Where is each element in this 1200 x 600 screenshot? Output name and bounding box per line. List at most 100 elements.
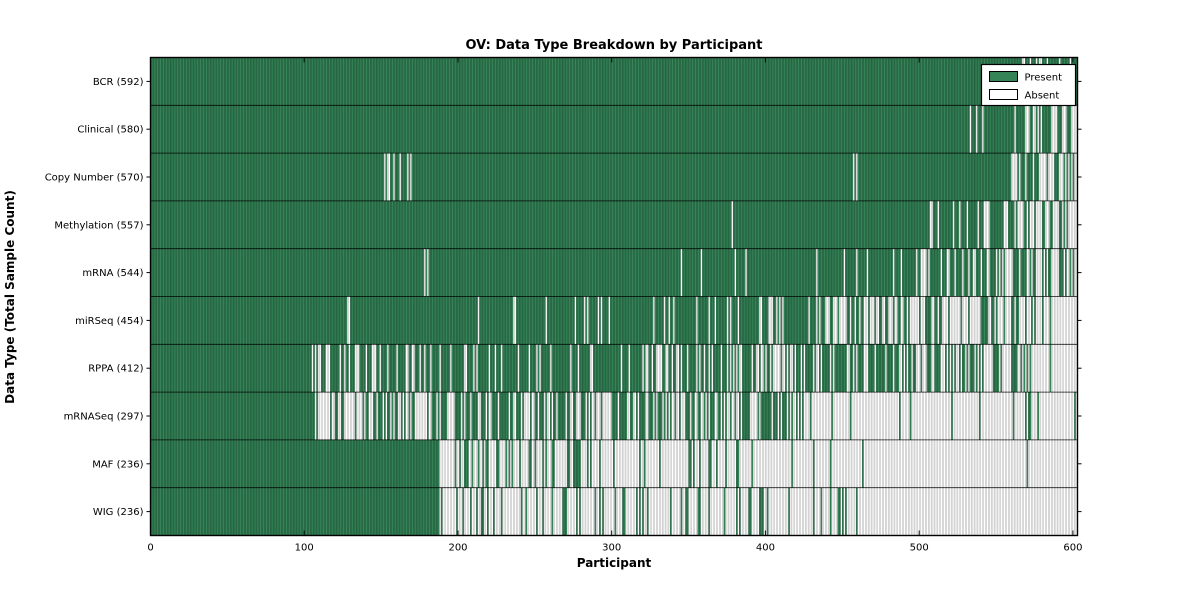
- present-cell: [553, 57, 555, 106]
- present-cell: [374, 248, 377, 297]
- present-cell: [1041, 296, 1044, 345]
- present-cell: [208, 152, 211, 202]
- present-cell: [533, 296, 536, 345]
- present-cell: [190, 105, 193, 154]
- present-cell: [643, 152, 646, 202]
- present-cell: [783, 152, 786, 202]
- present-cell: [539, 57, 542, 106]
- present-cell: [510, 57, 512, 106]
- present-cell: [625, 344, 628, 393]
- present-cell: [480, 344, 483, 393]
- present-cell: [221, 344, 223, 393]
- present-cell: [207, 391, 210, 441]
- present-cell: [271, 200, 274, 249]
- present-cell: [420, 296, 423, 345]
- present-cell: [217, 248, 220, 297]
- absent-cell: [388, 152, 391, 202]
- present-cell: [174, 439, 177, 488]
- present-cell: [357, 57, 360, 106]
- present-cell: [720, 296, 723, 345]
- absent-cell: [986, 344, 989, 393]
- present-cell: [333, 105, 336, 154]
- present-cell: [548, 200, 551, 249]
- present-cell: [411, 105, 414, 154]
- present-cell: [554, 152, 557, 202]
- present-cell: [502, 200, 505, 249]
- present-cell: [619, 391, 622, 441]
- present-cell: [843, 105, 846, 154]
- present-cell: [227, 439, 230, 488]
- absent-cell: [525, 391, 528, 441]
- absent-cell: [339, 391, 342, 441]
- present-cell: [205, 57, 208, 106]
- present-cell: [951, 248, 954, 297]
- present-cell: [526, 57, 529, 106]
- present-cell: [623, 344, 626, 393]
- present-cell: [559, 200, 562, 249]
- present-cell: [193, 200, 196, 249]
- present-cell: [376, 344, 379, 393]
- present-cell: [703, 200, 706, 249]
- present-cell: [768, 57, 771, 106]
- present-cell: [362, 105, 365, 154]
- absent-cell: [1052, 200, 1055, 249]
- present-cell: [872, 152, 875, 202]
- present-cell: [300, 57, 303, 106]
- present-cell: [857, 152, 860, 202]
- present-cell: [236, 439, 239, 488]
- present-cell: [194, 200, 197, 249]
- absent-cell: [760, 296, 763, 345]
- present-cell: [849, 248, 852, 297]
- present-cell: [254, 200, 257, 249]
- absent-cell: [745, 248, 748, 297]
- present-cell: [550, 57, 552, 106]
- present-cell: [1005, 152, 1007, 202]
- present-cell: [840, 57, 843, 106]
- present-cell: [589, 200, 592, 249]
- present-cell: [225, 200, 228, 249]
- present-cell: [380, 296, 383, 345]
- present-cell: [577, 57, 580, 106]
- present-cell: [965, 57, 967, 106]
- present-cell: [465, 152, 468, 202]
- present-cell: [754, 105, 757, 154]
- present-cell: [399, 296, 402, 345]
- present-cell: [548, 57, 551, 106]
- present-cell: [463, 152, 466, 202]
- present-cell: [711, 105, 714, 154]
- present-cell: [571, 200, 574, 249]
- present-cell: [531, 105, 534, 154]
- present-cell: [440, 200, 443, 249]
- present-cell: [820, 105, 823, 154]
- present-cell: [868, 105, 871, 154]
- present-cell: [476, 57, 479, 106]
- present-cell: [217, 105, 220, 154]
- present-cell: [239, 296, 242, 345]
- absent-cell: [390, 391, 393, 441]
- present-cell: [528, 248, 531, 297]
- present-cell: [164, 344, 167, 393]
- absent-cell: [463, 391, 466, 441]
- present-cell: [788, 391, 791, 441]
- present-cell: [732, 200, 735, 249]
- present-cell: [651, 152, 654, 202]
- absent-cell: [317, 391, 320, 441]
- absent-cell: [1017, 344, 1020, 393]
- present-cell: [184, 57, 187, 106]
- present-cell: [803, 105, 806, 154]
- present-cell: [276, 57, 279, 106]
- absent-cell: [737, 391, 740, 441]
- present-cell: [568, 296, 571, 345]
- present-cell: [364, 439, 366, 488]
- present-cell: [393, 296, 396, 345]
- absent-cell: [387, 344, 389, 393]
- present-cell: [662, 152, 665, 202]
- present-cell: [551, 344, 554, 393]
- present-cell: [257, 152, 260, 202]
- present-cell: [716, 296, 718, 345]
- present-cell: [214, 439, 217, 488]
- absent-cell: [928, 248, 931, 297]
- present-cell: [1025, 200, 1027, 249]
- present-cell: [164, 105, 167, 154]
- present-cell: [805, 105, 808, 154]
